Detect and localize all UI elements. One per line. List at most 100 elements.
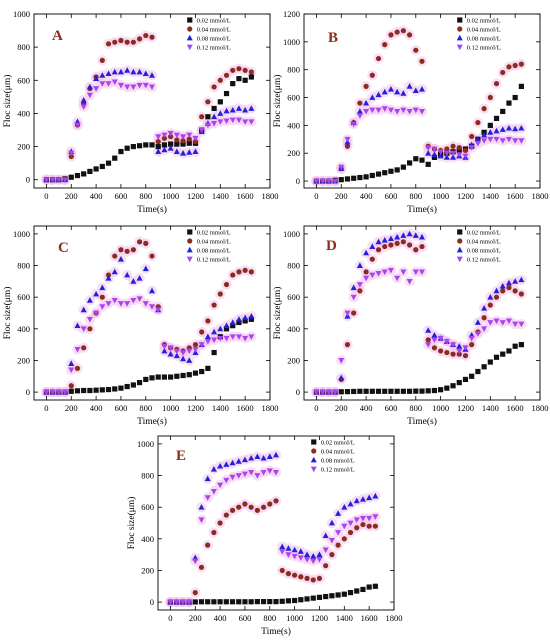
axes-frame <box>303 13 541 189</box>
data-point <box>142 82 149 89</box>
data-point <box>493 287 500 294</box>
panel-label: A <box>52 28 63 44</box>
data-point <box>254 453 261 459</box>
data-point <box>518 321 525 328</box>
data-point <box>316 556 323 563</box>
data-point <box>99 163 105 170</box>
y-axis-label: Floc size(μm) <box>272 75 283 128</box>
data-point <box>431 151 438 157</box>
data-point <box>199 329 205 335</box>
data-point <box>235 316 242 322</box>
data-point <box>55 177 62 183</box>
data-point <box>86 83 93 90</box>
data-point <box>347 590 354 596</box>
data-point <box>499 282 506 289</box>
data-point <box>500 351 506 357</box>
data-point <box>242 67 248 73</box>
data-point <box>223 326 230 332</box>
data-point <box>400 232 407 238</box>
data-point <box>437 149 444 156</box>
data-point <box>369 72 375 78</box>
y-tick-label: 1200 <box>283 9 300 19</box>
data-point <box>273 599 279 605</box>
data-point <box>80 306 87 313</box>
legend-marker <box>186 256 193 263</box>
data-point <box>149 72 155 78</box>
data-point <box>279 549 286 555</box>
legend-label: 0.08 mmol/L <box>197 36 231 43</box>
legend-marker <box>457 26 463 32</box>
data-point <box>431 387 438 394</box>
data-point <box>338 164 345 171</box>
data-point <box>223 322 230 329</box>
data-point <box>335 510 342 516</box>
data-point <box>211 302 217 308</box>
data-point <box>419 269 425 276</box>
data-point <box>394 29 400 35</box>
x-tick-label: 1600 <box>361 613 378 623</box>
data-point <box>375 171 382 177</box>
data-point <box>431 345 438 351</box>
data-point <box>111 68 118 75</box>
data-point <box>223 72 230 78</box>
data-point <box>481 315 487 321</box>
data-point <box>500 69 506 76</box>
data-point <box>204 475 211 482</box>
data-point <box>186 149 193 155</box>
data-point <box>313 178 320 185</box>
data-point <box>310 577 316 583</box>
data-point <box>512 343 518 349</box>
data-point <box>155 307 162 314</box>
data-point <box>235 473 242 479</box>
data-point <box>210 466 217 472</box>
data-point <box>112 253 118 259</box>
data-point <box>332 178 339 185</box>
data-point <box>487 94 493 101</box>
data-point <box>351 310 357 316</box>
x-tick-label: 1200 <box>457 403 474 413</box>
data-point <box>375 388 382 394</box>
data-point <box>279 543 286 550</box>
data-point <box>456 348 463 355</box>
data-point <box>68 150 75 157</box>
data-point <box>341 591 347 597</box>
data-point <box>180 138 186 144</box>
data-point <box>341 523 348 530</box>
data-point <box>167 599 174 606</box>
data-point <box>205 318 211 324</box>
data-point <box>474 136 481 142</box>
x-tick-label: 0 <box>314 403 318 413</box>
data-point <box>168 374 174 380</box>
data-point <box>369 107 376 114</box>
marker-halo-group <box>41 30 257 185</box>
x-tick-label: 1800 <box>262 191 279 201</box>
data-point <box>211 337 218 344</box>
data-point <box>124 301 131 307</box>
data-point <box>186 140 192 146</box>
data-point <box>291 553 298 560</box>
data-point <box>242 335 249 342</box>
data-point <box>112 155 118 161</box>
data-point <box>248 269 254 275</box>
data-point <box>260 454 267 461</box>
legend-label: 0.08 mmol/L <box>467 248 501 255</box>
x-axis-label: Time(s) <box>137 204 167 215</box>
series-0-04-mmol-l <box>43 32 254 183</box>
y-tick-label: 400 <box>287 120 300 130</box>
data-point <box>68 174 74 180</box>
data-point <box>372 583 378 589</box>
data-point <box>506 100 512 106</box>
data-point <box>363 109 370 115</box>
data-point <box>155 148 162 154</box>
data-point <box>149 287 155 294</box>
x-tick-label: 1000 <box>162 403 179 413</box>
panel-label: B <box>328 30 338 46</box>
data-point <box>217 520 223 526</box>
data-point <box>217 335 224 342</box>
legend-marker <box>187 26 193 32</box>
data-point <box>500 288 506 294</box>
y-tick-label: 1000 <box>137 439 154 449</box>
data-point <box>493 81 500 87</box>
data-point <box>130 39 136 45</box>
data-point <box>369 172 375 179</box>
